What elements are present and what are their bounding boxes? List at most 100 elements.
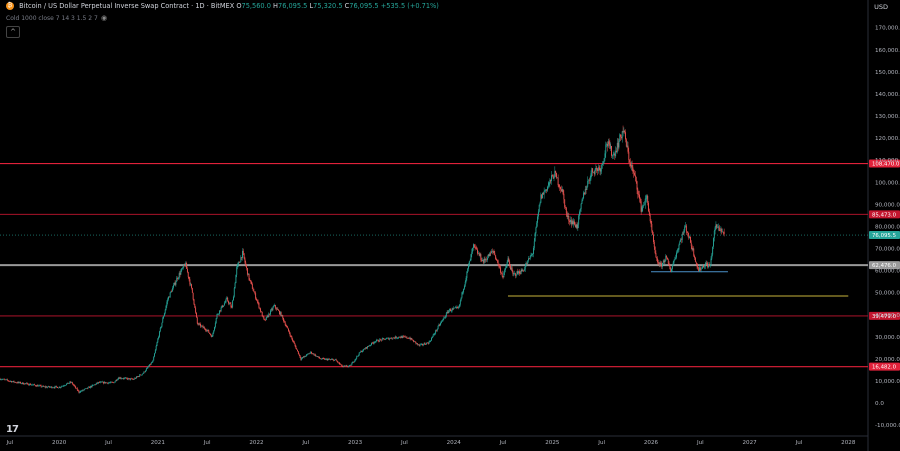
candle-body bbox=[629, 160, 631, 163]
candle-body bbox=[7, 380, 9, 381]
candle-body bbox=[690, 236, 691, 243]
candle-body bbox=[657, 258, 659, 263]
candle-body bbox=[233, 288, 235, 297]
close-label: C bbox=[344, 2, 350, 10]
candle-body bbox=[292, 338, 294, 341]
candle-body bbox=[446, 311, 448, 313]
candle-body bbox=[460, 297, 462, 301]
candle-body bbox=[698, 268, 700, 272]
candle-body bbox=[615, 150, 617, 157]
candle-body bbox=[559, 186, 561, 188]
candle-body bbox=[123, 378, 125, 379]
candle-body bbox=[403, 336, 405, 338]
candle-body bbox=[554, 170, 556, 178]
candle-body bbox=[279, 310, 280, 315]
candle-body bbox=[364, 348, 366, 350]
x-tick-label: 2027 bbox=[743, 440, 758, 446]
candle-body bbox=[21, 382, 23, 384]
candle-body bbox=[236, 267, 238, 275]
candle-body bbox=[592, 168, 594, 173]
candle-body bbox=[662, 262, 663, 267]
candle-body bbox=[63, 385, 65, 387]
candle-body bbox=[618, 141, 620, 148]
candle-body bbox=[67, 382, 69, 384]
candle-body bbox=[522, 270, 524, 272]
candle-body bbox=[551, 175, 552, 181]
candle-body bbox=[491, 251, 492, 253]
currency-label[interactable]: USD bbox=[874, 3, 888, 11]
candle-body bbox=[180, 271, 182, 275]
candle-body bbox=[372, 342, 374, 344]
candle-body bbox=[198, 323, 200, 325]
candle-body bbox=[666, 255, 668, 258]
candle-body bbox=[676, 252, 677, 258]
candle-body bbox=[578, 215, 580, 225]
candle-body bbox=[681, 233, 683, 240]
candle-body bbox=[148, 366, 150, 367]
candle-body bbox=[342, 366, 344, 368]
candle-body bbox=[678, 244, 680, 250]
candle-body bbox=[216, 314, 218, 319]
candle-body bbox=[399, 337, 401, 338]
symbol-title[interactable]: Bitcoin / US Dollar Perpetual Inverse Sw… bbox=[19, 2, 189, 10]
y-tick-label: 80,000.0 bbox=[875, 224, 900, 230]
candle-body bbox=[504, 269, 506, 273]
candle-body bbox=[482, 259, 483, 262]
candle-body bbox=[474, 245, 476, 248]
candle-body bbox=[276, 308, 278, 310]
candle-body bbox=[164, 309, 166, 314]
candle-body bbox=[273, 306, 275, 308]
candle-body bbox=[315, 354, 317, 357]
candle-body bbox=[76, 388, 78, 391]
last-price-tag bbox=[869, 231, 900, 240]
candle-body bbox=[488, 254, 490, 257]
candle-body bbox=[692, 248, 694, 250]
candle-body bbox=[599, 167, 601, 172]
candle-body bbox=[172, 287, 174, 292]
candle-body bbox=[492, 250, 494, 252]
candle-body bbox=[690, 242, 692, 247]
candle-body bbox=[329, 358, 331, 360]
candle-body bbox=[700, 268, 702, 271]
candle-body bbox=[663, 260, 665, 262]
candle-body bbox=[363, 348, 365, 350]
candle-body bbox=[449, 309, 451, 312]
candle-body bbox=[648, 211, 650, 216]
high-value: 76,095.5 bbox=[278, 2, 308, 10]
candle-body bbox=[136, 376, 138, 378]
candle-body bbox=[417, 344, 419, 345]
candle-body bbox=[445, 316, 446, 318]
candle-body bbox=[695, 261, 697, 264]
interval-label[interactable]: 1D bbox=[195, 2, 205, 10]
candle-body bbox=[422, 344, 424, 346]
candle-body bbox=[82, 389, 84, 391]
candle-body bbox=[181, 268, 183, 272]
candle-body bbox=[375, 341, 377, 343]
candle-body bbox=[634, 175, 636, 177]
candle-body bbox=[640, 201, 642, 212]
candle-body bbox=[485, 259, 487, 261]
candle-body bbox=[620, 134, 622, 137]
candle-body bbox=[210, 334, 212, 337]
candle-body bbox=[541, 194, 543, 199]
candle-body bbox=[571, 221, 573, 225]
candle-body bbox=[472, 247, 474, 252]
collapse-legend-button[interactable]: ^ bbox=[6, 26, 20, 38]
candle-body bbox=[550, 179, 552, 181]
candle-body bbox=[694, 255, 696, 258]
candle-body bbox=[69, 381, 71, 384]
candle-body bbox=[360, 351, 362, 353]
candle-body bbox=[158, 336, 160, 339]
candle-body bbox=[294, 343, 296, 346]
candle-body bbox=[308, 353, 310, 355]
candle-body bbox=[238, 262, 240, 264]
candle-body bbox=[8, 380, 10, 382]
candle-body bbox=[192, 292, 194, 300]
indicator-legend[interactable]: Cold 1000 close 7 14 3 1.5 2 7 bbox=[6, 15, 98, 22]
candle-body bbox=[205, 330, 207, 331]
candle-body bbox=[373, 342, 375, 344]
candle-body bbox=[621, 131, 623, 139]
candle-body bbox=[385, 339, 386, 340]
eye-icon[interactable]: ◉ bbox=[101, 14, 108, 22]
